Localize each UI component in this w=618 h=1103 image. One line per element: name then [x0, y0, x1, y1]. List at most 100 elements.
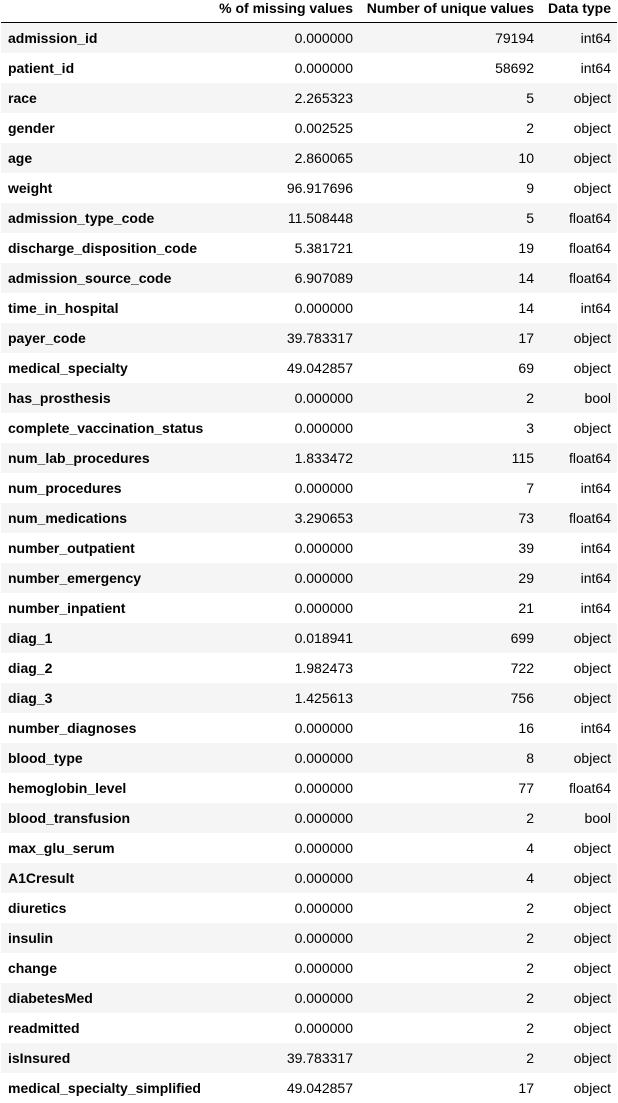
- table-row: admission_type_code 11.508448 5 float64: [1, 202, 617, 233]
- table-row: diabetesMed 0.000000 2 object: [1, 982, 617, 1013]
- missing-value-cell: 0.000000: [294, 929, 353, 946]
- data-type-cell: object: [573, 1019, 611, 1036]
- missing-value-cell: 0.000000: [294, 1019, 353, 1036]
- missing-value-cell: 0.000000: [294, 719, 353, 736]
- row-label: diag_3: [8, 689, 53, 706]
- table-row: age 2.860065 10 object: [1, 142, 617, 173]
- data-type-cell: object: [573, 899, 611, 916]
- table-row: num_lab_procedures 1.833472 115 float64: [1, 442, 617, 473]
- missing-value-cell: 0.000000: [294, 539, 353, 556]
- data-type-cell: object: [573, 419, 611, 436]
- missing-value-cell: 49.042857: [286, 1079, 353, 1096]
- unique-count-cell: 58692: [495, 59, 534, 76]
- table-row: race 2.265323 5 object: [1, 82, 617, 113]
- data-type-cell: object: [573, 839, 611, 856]
- header-row: % of missing values Number of unique val…: [1, 0, 617, 23]
- data-type-header: Data type: [540, 0, 617, 23]
- unique-count-cell: 14: [518, 269, 534, 286]
- missing-value-cell: 2.265323: [294, 89, 353, 106]
- unique-count-cell: 4: [526, 869, 534, 886]
- row-label: blood_transfusion: [8, 809, 131, 826]
- row-label: num_lab_procedures: [8, 449, 150, 466]
- table-row: num_procedures 0.000000 7 int64: [1, 472, 617, 503]
- data-type-cell: object: [573, 119, 611, 136]
- table-row: diag_3 1.425613 756 object: [1, 682, 617, 713]
- data-type-cell: float64: [568, 449, 611, 466]
- row-label: blood_type: [8, 749, 83, 766]
- missing-value-cell: 6.907089: [294, 269, 353, 286]
- data-type-cell: bool: [584, 389, 611, 406]
- missing-value-cell: 0.000000: [294, 569, 353, 586]
- data-type-cell: object: [573, 629, 611, 646]
- missing-value-cell: 39.783317: [286, 329, 353, 346]
- data-type-cell: int64: [580, 539, 611, 556]
- data-type-cell: int64: [580, 59, 611, 76]
- row-label: A1Cresult: [8, 869, 75, 886]
- unique-count-cell: 2: [526, 989, 534, 1006]
- unique-count-cell: 39: [518, 539, 534, 556]
- table-row: patient_id 0.000000 58692 int64: [1, 52, 617, 83]
- missing-value-cell: 0.000000: [294, 779, 353, 796]
- data-type-cell: object: [573, 989, 611, 1006]
- data-type-cell: object: [573, 869, 611, 886]
- row-label: weight: [8, 179, 53, 196]
- unique-count-cell: 14: [518, 299, 534, 316]
- table-row: isInsured 39.783317 2 object: [1, 1042, 617, 1073]
- data-type-cell: object: [573, 359, 611, 376]
- missing-value-cell: 0.000000: [294, 749, 353, 766]
- data-type-cell: int64: [580, 569, 611, 586]
- table-row: weight 96.917696 9 object: [1, 172, 617, 203]
- data-type-cell: int64: [580, 599, 611, 616]
- unique-count-cell: 29: [518, 569, 534, 586]
- data-type-cell: object: [573, 689, 611, 706]
- row-label: gender: [8, 119, 55, 136]
- unique-count-cell: 17: [518, 1079, 534, 1096]
- table-row: blood_type 0.000000 8 object: [1, 742, 617, 773]
- table-row: number_outpatient 0.000000 39 int64: [1, 532, 617, 563]
- row-label: readmitted: [8, 1019, 80, 1036]
- unique-count-cell: 73: [518, 509, 534, 526]
- unique-count-cell: 2: [526, 389, 534, 406]
- unique-count-cell: 2: [526, 929, 534, 946]
- data-type-cell: object: [573, 929, 611, 946]
- row-label: num_procedures: [8, 479, 122, 496]
- row-label: admission_type_code: [8, 209, 155, 226]
- unique-count-cell: 21: [518, 599, 534, 616]
- unique-count-cell: 4: [526, 839, 534, 856]
- table-row: diag_2 1.982473 722 object: [1, 652, 617, 683]
- table-row: admission_source_code 6.907089 14 float64: [1, 262, 617, 293]
- missing-value-cell: 0.002525: [294, 119, 353, 136]
- missing-value-cell: 49.042857: [286, 359, 353, 376]
- table-row: medical_specialty 49.042857 69 object: [1, 352, 617, 383]
- row-label: patient_id: [8, 59, 75, 76]
- row-label: diabetesMed: [8, 989, 93, 1006]
- table-row: num_medications 3.290653 73 float64: [1, 502, 617, 533]
- unique-count-cell: 722: [510, 659, 534, 676]
- row-label: max_glu_serum: [8, 839, 115, 856]
- missing-value-cell: 96.917696: [286, 179, 353, 196]
- table-row: insulin 0.000000 2 object: [1, 922, 617, 953]
- unique-count-cell: 77: [518, 779, 534, 796]
- unique-count-cell: 2: [526, 1049, 534, 1066]
- missing-value-cell: 0.018941: [294, 629, 353, 646]
- table-row: payer_code 39.783317 17 object: [1, 322, 617, 353]
- missing-value-cell: 1.425613: [294, 689, 353, 706]
- missing-value-cell: 0.000000: [294, 29, 353, 46]
- unique-count-cell: 69: [518, 359, 534, 376]
- missing-value-cell: 5.381721: [294, 239, 353, 256]
- missing-value-cell: 0.000000: [294, 809, 353, 826]
- data-type-cell: object: [573, 749, 611, 766]
- unique-count-cell: 2: [526, 899, 534, 916]
- unique-count-cell: 2: [526, 959, 534, 976]
- row-label: medical_specialty_simplified: [8, 1079, 201, 1096]
- table-row: has_prosthesis 0.000000 2 bool: [1, 382, 617, 413]
- data-type-cell: object: [573, 959, 611, 976]
- table-row: medical_specialty_simplified 49.042857 17 o…: [1, 1072, 617, 1103]
- missing-value-cell: 0.000000: [294, 419, 353, 436]
- unique-count-cell: 5: [526, 209, 534, 226]
- data-type-cell: object: [573, 89, 611, 106]
- unique-count-cell: 2: [526, 809, 534, 826]
- missing-value-cell: 0.000000: [294, 599, 353, 616]
- missing-value-cell: 1.982473: [294, 659, 353, 676]
